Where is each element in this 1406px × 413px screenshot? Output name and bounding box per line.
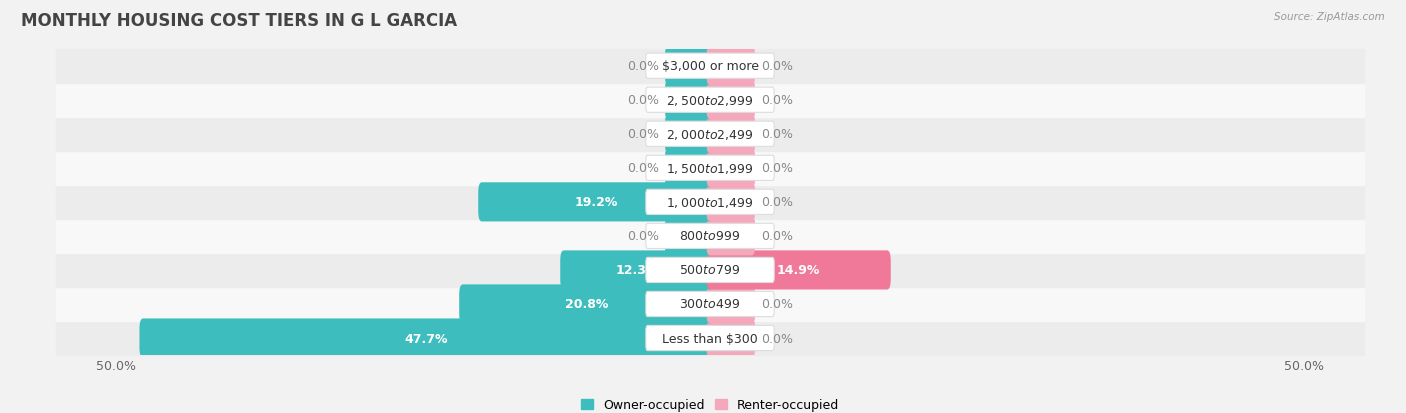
Text: $800 to $999: $800 to $999: [679, 230, 741, 243]
Text: Less than $300: Less than $300: [662, 332, 758, 345]
Text: $500 to $799: $500 to $799: [679, 264, 741, 277]
FancyBboxPatch shape: [139, 319, 714, 358]
FancyBboxPatch shape: [706, 115, 755, 154]
Text: 12.3%: 12.3%: [616, 264, 658, 277]
Text: 47.7%: 47.7%: [405, 332, 449, 345]
FancyBboxPatch shape: [645, 156, 775, 181]
FancyBboxPatch shape: [645, 54, 775, 79]
Text: 0.0%: 0.0%: [627, 162, 659, 175]
Bar: [56, 117, 1364, 152]
Text: Source: ZipAtlas.com: Source: ZipAtlas.com: [1274, 12, 1385, 22]
Text: 0.0%: 0.0%: [627, 128, 659, 141]
FancyBboxPatch shape: [665, 47, 714, 86]
FancyBboxPatch shape: [460, 285, 714, 324]
Text: $1,500 to $1,999: $1,500 to $1,999: [666, 161, 754, 176]
Text: 0.0%: 0.0%: [761, 230, 793, 243]
FancyBboxPatch shape: [665, 217, 714, 256]
FancyBboxPatch shape: [645, 122, 775, 147]
Text: 0.0%: 0.0%: [627, 94, 659, 107]
FancyBboxPatch shape: [645, 325, 775, 351]
Text: 19.2%: 19.2%: [574, 196, 617, 209]
Bar: [56, 287, 1364, 321]
FancyBboxPatch shape: [645, 258, 775, 283]
Bar: [56, 321, 1364, 355]
FancyBboxPatch shape: [645, 224, 775, 249]
FancyBboxPatch shape: [665, 149, 714, 188]
FancyBboxPatch shape: [645, 190, 775, 215]
FancyBboxPatch shape: [706, 81, 755, 120]
Text: $2,500 to $2,999: $2,500 to $2,999: [666, 93, 754, 107]
Bar: [56, 83, 1364, 117]
Text: 0.0%: 0.0%: [761, 60, 793, 73]
Bar: [56, 50, 1364, 83]
FancyBboxPatch shape: [706, 183, 755, 222]
FancyBboxPatch shape: [706, 319, 755, 358]
Bar: [56, 152, 1364, 185]
Bar: [56, 253, 1364, 287]
Text: $3,000 or more: $3,000 or more: [662, 60, 758, 73]
Bar: [56, 219, 1364, 253]
FancyBboxPatch shape: [645, 88, 775, 113]
FancyBboxPatch shape: [665, 81, 714, 120]
Text: $300 to $499: $300 to $499: [679, 298, 741, 311]
FancyBboxPatch shape: [478, 183, 714, 222]
FancyBboxPatch shape: [706, 149, 755, 188]
FancyBboxPatch shape: [560, 251, 714, 290]
FancyBboxPatch shape: [706, 285, 755, 324]
Bar: [56, 185, 1364, 219]
FancyBboxPatch shape: [706, 251, 891, 290]
Text: 0.0%: 0.0%: [761, 298, 793, 311]
Text: 0.0%: 0.0%: [761, 332, 793, 345]
FancyBboxPatch shape: [645, 292, 775, 317]
FancyBboxPatch shape: [706, 47, 755, 86]
Text: 0.0%: 0.0%: [627, 60, 659, 73]
Text: 0.0%: 0.0%: [761, 128, 793, 141]
Text: 20.8%: 20.8%: [565, 298, 607, 311]
Text: MONTHLY HOUSING COST TIERS IN G L GARCIA: MONTHLY HOUSING COST TIERS IN G L GARCIA: [21, 12, 457, 30]
Text: 0.0%: 0.0%: [761, 196, 793, 209]
Text: 0.0%: 0.0%: [627, 230, 659, 243]
Text: $1,000 to $1,499: $1,000 to $1,499: [666, 195, 754, 209]
Text: 0.0%: 0.0%: [761, 94, 793, 107]
Text: $2,000 to $2,499: $2,000 to $2,499: [666, 128, 754, 141]
Legend: Owner-occupied, Renter-occupied: Owner-occupied, Renter-occupied: [575, 393, 845, 413]
Text: 14.9%: 14.9%: [778, 264, 820, 277]
Text: 0.0%: 0.0%: [761, 162, 793, 175]
FancyBboxPatch shape: [665, 115, 714, 154]
FancyBboxPatch shape: [706, 217, 755, 256]
